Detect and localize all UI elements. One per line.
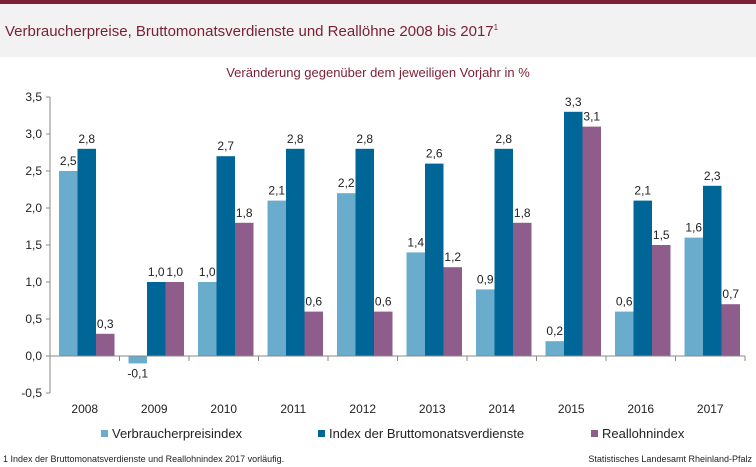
data-label: 2,8 [356,132,373,146]
bar [147,282,166,356]
chart-title-text: Verbraucherpreise, Bruttomonatsverdienst… [5,23,494,40]
legend-swatch [101,430,108,437]
data-label: 0,6 [616,295,633,309]
x-category-label: 2008 [71,402,98,416]
bar [564,111,583,356]
bar [374,311,393,356]
y-tick-label: 2,5 [25,164,42,178]
data-label: -0,1 [127,366,148,380]
bar [267,200,286,356]
top-accent-rule [0,0,756,4]
legend-label: Reallohnindex [602,426,685,441]
x-category-label: 2017 [697,402,724,416]
data-label: 0,7 [722,287,739,301]
y-tick-label: -0,5 [21,386,42,400]
bar [406,252,425,356]
legend-item-index-der-bruttomonatsverdienste: Index der Bruttomonatsverdienste [318,426,524,441]
bar [165,282,184,356]
data-label: 2,8 [287,132,304,146]
bar [198,282,217,356]
data-label: 1,5 [653,228,670,242]
data-label: 2,5 [60,154,77,168]
legend-label: Verbraucherpreisindex [112,426,243,441]
data-label: 1,0 [148,265,165,279]
header-bar: Verbraucherpreise, Bruttomonatsverdienst… [0,4,756,57]
data-label: 2,2 [338,176,355,190]
chart-title: Verbraucherpreise, Bruttomonatsverdienst… [5,23,498,40]
y-tick-label: 1,0 [25,275,42,289]
bar [684,237,703,356]
bar [652,245,671,356]
bar [304,311,323,356]
bar [703,185,722,356]
bar [235,222,254,356]
data-label: 2,1 [634,184,651,198]
data-label: 0,6 [305,295,322,309]
bar [425,163,444,356]
data-label: 1,8 [236,206,253,220]
data-label: 2,8 [78,132,95,146]
data-label: 2,6 [426,147,443,161]
data-label: 3,1 [583,110,600,124]
legend-item-verbraucherpreisindex: Verbraucherpreisindex [101,426,242,441]
footnote: 1 Index der Bruttomonatsverdienste und R… [3,454,285,464]
bar [337,193,356,356]
data-label: 2,1 [268,184,285,198]
bar [721,304,740,356]
legend-swatch [318,430,325,437]
bar [59,171,78,356]
source-note: Statistisches Landesamt Rheinland-Pfalz [588,454,752,464]
data-label: 1,0 [166,265,183,279]
bar [96,333,115,356]
x-category-label: 2011 [280,402,306,416]
bar [494,148,513,356]
data-label: 2,8 [495,132,512,146]
data-label: 1,4 [407,235,424,249]
x-category-label: 2015 [558,402,585,416]
data-label: 1,6 [685,221,702,235]
y-tick-label: 0,0 [25,349,42,363]
chart-subtitle: Veränderung gegenüber dem jeweiligen Vor… [226,65,530,80]
bar [355,148,374,356]
y-tick-label: 3,5 [25,90,42,104]
x-category-label: 2016 [627,402,654,416]
bar [128,356,147,364]
bar [286,148,305,356]
y-tick-label: 3,0 [25,127,42,141]
bar [77,148,96,356]
y-tick-label: 0,5 [25,312,42,326]
legend-swatch [591,430,598,437]
data-label: 0,9 [477,272,494,286]
y-tick-label: 2,0 [25,201,42,215]
bar [633,200,652,356]
bar [216,156,235,356]
bar [513,222,532,356]
data-label: 0,3 [97,317,114,331]
data-label: 2,7 [217,139,234,153]
data-label: 1,0 [199,265,216,279]
data-label: 2,3 [704,169,721,183]
x-category-label: 2010 [210,402,237,416]
data-label: 3,3 [565,95,582,109]
bar [443,267,462,356]
title-footnote-mark: 1 [493,23,499,32]
y-tick-label: 1,5 [25,238,42,252]
x-category-label: 2009 [141,402,168,416]
x-category-label: 2012 [349,402,376,416]
data-label: 0,2 [546,324,563,338]
bar [582,126,601,356]
legend-label: Index der Bruttomonatsverdienste [329,426,525,441]
bar [545,341,564,356]
data-label: 0,6 [375,295,392,309]
bar [615,311,634,356]
data-label: 1,8 [514,206,531,220]
x-category-label: 2013 [419,402,446,416]
bar [476,289,495,356]
x-category-label: 2014 [488,402,515,416]
legend-item-reallohnindex: Reallohnindex [591,426,684,441]
data-label: 1,2 [444,250,461,264]
